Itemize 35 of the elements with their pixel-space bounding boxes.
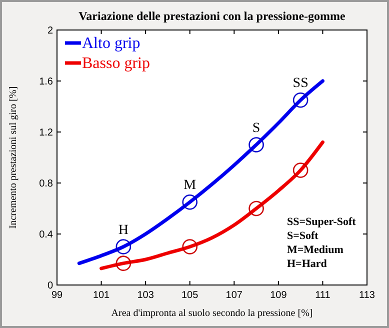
annotation: M=Medium <box>287 244 344 256</box>
annotation: SS=Super-Soft <box>287 216 356 228</box>
y-tick-label: 2 <box>47 26 54 36</box>
y-tick-label: 1.2 <box>39 128 54 138</box>
x-tick-label: 111 <box>315 290 331 301</box>
x-axis-title: Area d'impronta al suolo secondo la pressione [%] <box>111 308 313 319</box>
legend-label: Alto grip <box>82 35 140 52</box>
annotation: S <box>252 120 260 136</box>
point <box>248 137 264 152</box>
legend-label: Basso grip <box>82 55 150 72</box>
y-tick-label: 0.8 <box>39 178 54 190</box>
y-axis-title: Incremento prestazioni sul giro [%] <box>8 86 19 229</box>
x-tick-label: 105 <box>182 290 199 301</box>
x-tick-label: 109 <box>270 290 288 301</box>
annotation: SS <box>292 76 308 92</box>
y-tick-label: 1.6 <box>39 76 54 88</box>
chart-title: Variazione delle prestazioni con la pressione-gomme <box>78 9 346 23</box>
point <box>182 239 198 254</box>
y-tick-label: 0.4 <box>39 230 54 240</box>
point <box>182 194 198 210</box>
annotation: H <box>118 222 128 238</box>
point <box>248 200 264 216</box>
x-tick-label: 99 <box>51 290 63 301</box>
point <box>116 239 132 254</box>
point <box>116 256 132 271</box>
x-tick-label: 113 <box>359 290 376 301</box>
x-tick-label: 107 <box>226 290 243 301</box>
annotation: S=Soft <box>287 230 319 242</box>
y-tick-label: 0 <box>47 280 54 292</box>
annotation: H=Hard <box>287 258 327 270</box>
annotation: M <box>184 178 197 194</box>
point <box>292 162 308 178</box>
x-tick-label: 101 <box>92 290 110 301</box>
point <box>292 92 308 108</box>
x-tick-label: 103 <box>137 290 154 301</box>
